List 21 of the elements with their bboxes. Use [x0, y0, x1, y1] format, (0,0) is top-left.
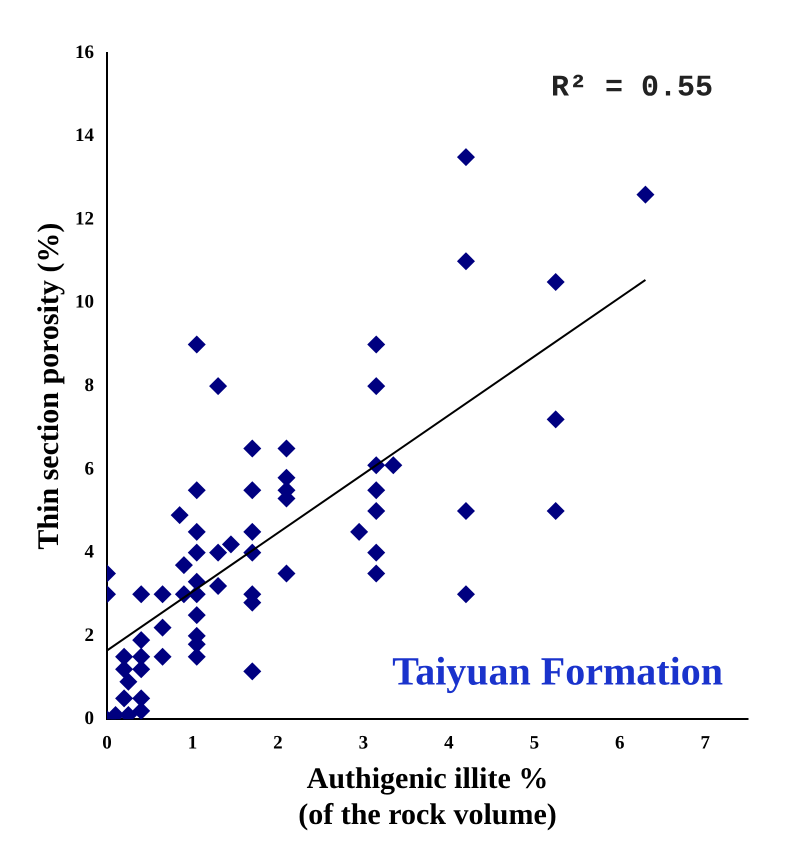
- y-tick-label: 12: [75, 208, 94, 230]
- x-tick-label: 1: [188, 732, 198, 754]
- y-tick-label: 14: [75, 125, 94, 146]
- y-tick-label: 8: [84, 375, 94, 396]
- y-tick-label: 6: [84, 458, 94, 480]
- x-tick-label: 7: [700, 732, 711, 754]
- x-tick-label: 5: [530, 732, 540, 754]
- x-tick-label: 0: [102, 732, 112, 754]
- annotation: R² = 0.55: [550, 72, 713, 106]
- y-axis-title: Thin section porosity (%): [32, 222, 65, 550]
- y-tick-label: 2: [84, 624, 94, 646]
- x-tick-label: 4: [444, 732, 454, 754]
- y-tick-label: 10: [75, 292, 94, 313]
- y-tick-label: 4: [84, 542, 94, 563]
- x-axis-title: Authigenic illite % (of the rock volume): [298, 762, 557, 831]
- x-tick-label: 2: [273, 732, 283, 754]
- annotation: Taiyuan Formation: [392, 648, 723, 694]
- y-tick-label: 0: [84, 708, 94, 730]
- x-tick-label: 6: [615, 732, 625, 754]
- y-tick-label: 16: [75, 42, 94, 63]
- x-tick-label: 3: [358, 732, 368, 754]
